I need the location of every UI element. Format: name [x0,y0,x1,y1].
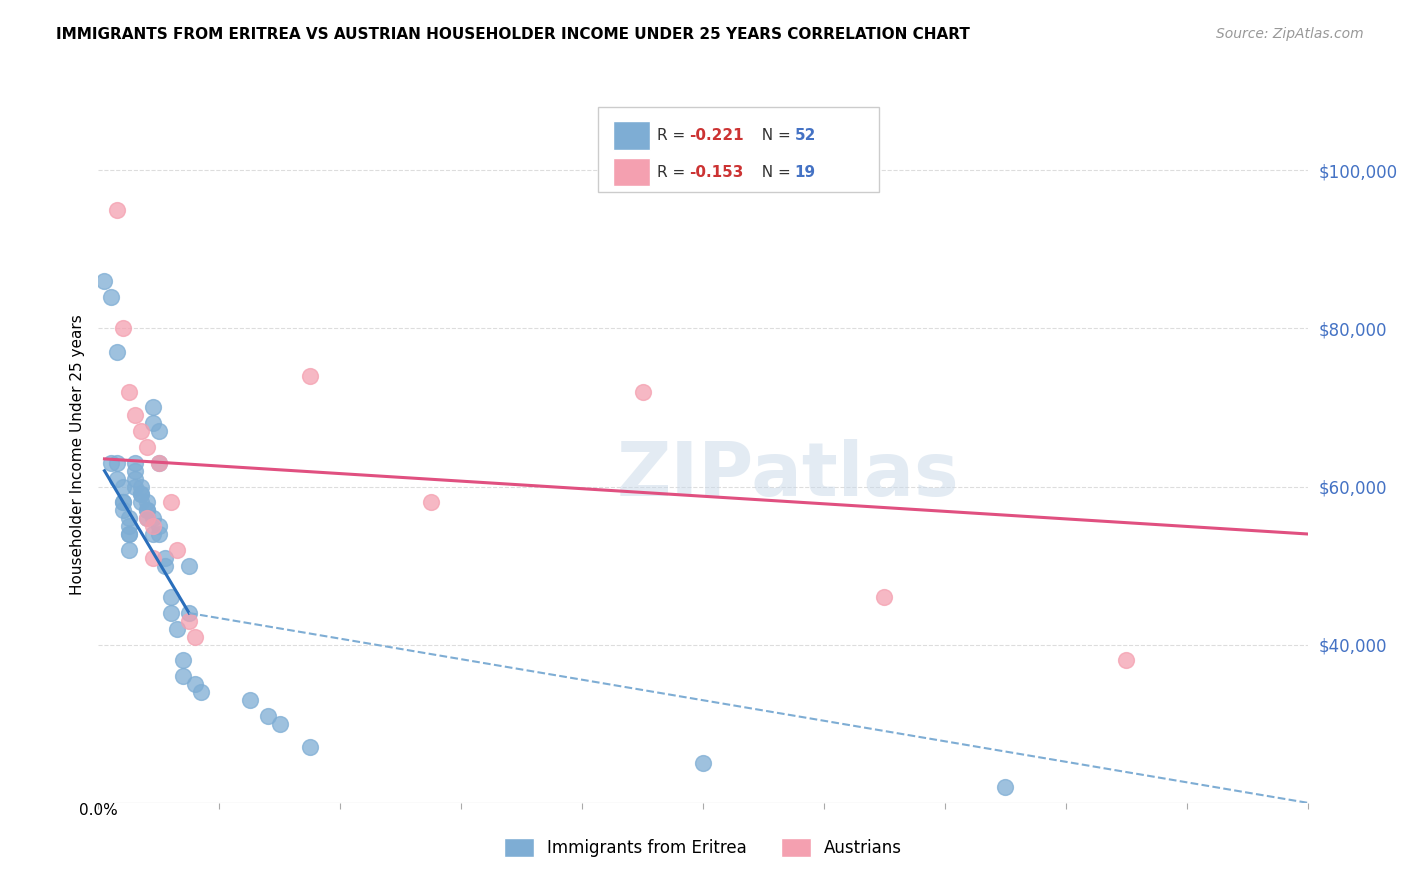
Point [124,464,146,478]
Point [166,622,188,636]
Point [111,495,134,509]
Point [118,511,141,525]
Text: Source: ZipAtlas.com: Source: ZipAtlas.com [1216,27,1364,41]
Point [135,503,157,517]
Point [118,527,141,541]
Text: IMMIGRANTS FROM ERITREA VS AUSTRIAN HOUSEHOLDER INCOME UNDER 25 YEARS CORRELATIO: IMMIGRANTS FROM ERITREA VS AUSTRIAN HOUS… [56,27,970,42]
Point [100,456,122,470]
Point [148,424,170,438]
Point [239,693,262,707]
Text: R =: R = [657,165,690,179]
Point [111,479,134,493]
Point [692,756,714,771]
Point [142,519,165,533]
Point [420,495,443,509]
Point [129,487,152,501]
Point [129,424,152,438]
Point [124,479,146,493]
Point [111,503,134,517]
Point [160,591,183,605]
Point [160,495,183,509]
Point [129,495,152,509]
Point [118,519,141,533]
Point [124,409,146,423]
Point [148,527,170,541]
Point [179,558,201,573]
Point [100,290,122,304]
Point [148,456,170,470]
Point [994,780,1017,794]
Point [129,487,152,501]
Point [299,740,322,755]
Point [142,511,165,525]
Point [105,472,128,486]
Point [135,440,157,454]
Point [142,417,165,431]
Text: 19: 19 [794,165,815,179]
Legend: Immigrants from Eritrea, Austrians: Immigrants from Eritrea, Austrians [498,831,908,864]
Point [111,321,134,335]
Point [873,591,896,605]
Point [256,708,278,723]
Point [124,456,146,470]
Text: ZIPatlas: ZIPatlas [616,439,959,512]
Point [299,368,322,383]
Y-axis label: Householder Income Under 25 years: Householder Income Under 25 years [69,315,84,595]
Point [184,677,207,691]
Point [105,202,128,217]
Text: -0.153: -0.153 [689,165,744,179]
Point [153,550,176,565]
Text: N =: N = [752,128,796,144]
Text: 0.0%: 0.0% [79,803,118,818]
Point [179,606,201,620]
Point [172,653,194,667]
Point [148,456,170,470]
Point [142,550,165,565]
Point [142,527,165,541]
Point [93,274,115,288]
Point [135,511,157,525]
Point [135,503,157,517]
Point [179,614,201,628]
Text: -0.221: -0.221 [689,128,744,144]
Text: N =: N = [752,165,796,179]
Point [166,542,188,557]
Point [129,479,152,493]
Point [135,511,157,525]
Point [118,542,141,557]
Point [111,495,134,509]
Point [190,685,212,699]
Point [153,558,176,573]
Point [160,606,183,620]
Point [118,384,141,399]
Point [124,472,146,486]
Point [105,345,128,359]
Point [269,716,291,731]
Text: 52: 52 [794,128,815,144]
Point [148,519,170,533]
Point [105,456,128,470]
Point [631,384,654,399]
Point [118,527,141,541]
Point [142,401,165,415]
Text: R =: R = [657,128,690,144]
Point [135,495,157,509]
Point [1115,653,1137,667]
Point [172,669,194,683]
Point [184,630,207,644]
